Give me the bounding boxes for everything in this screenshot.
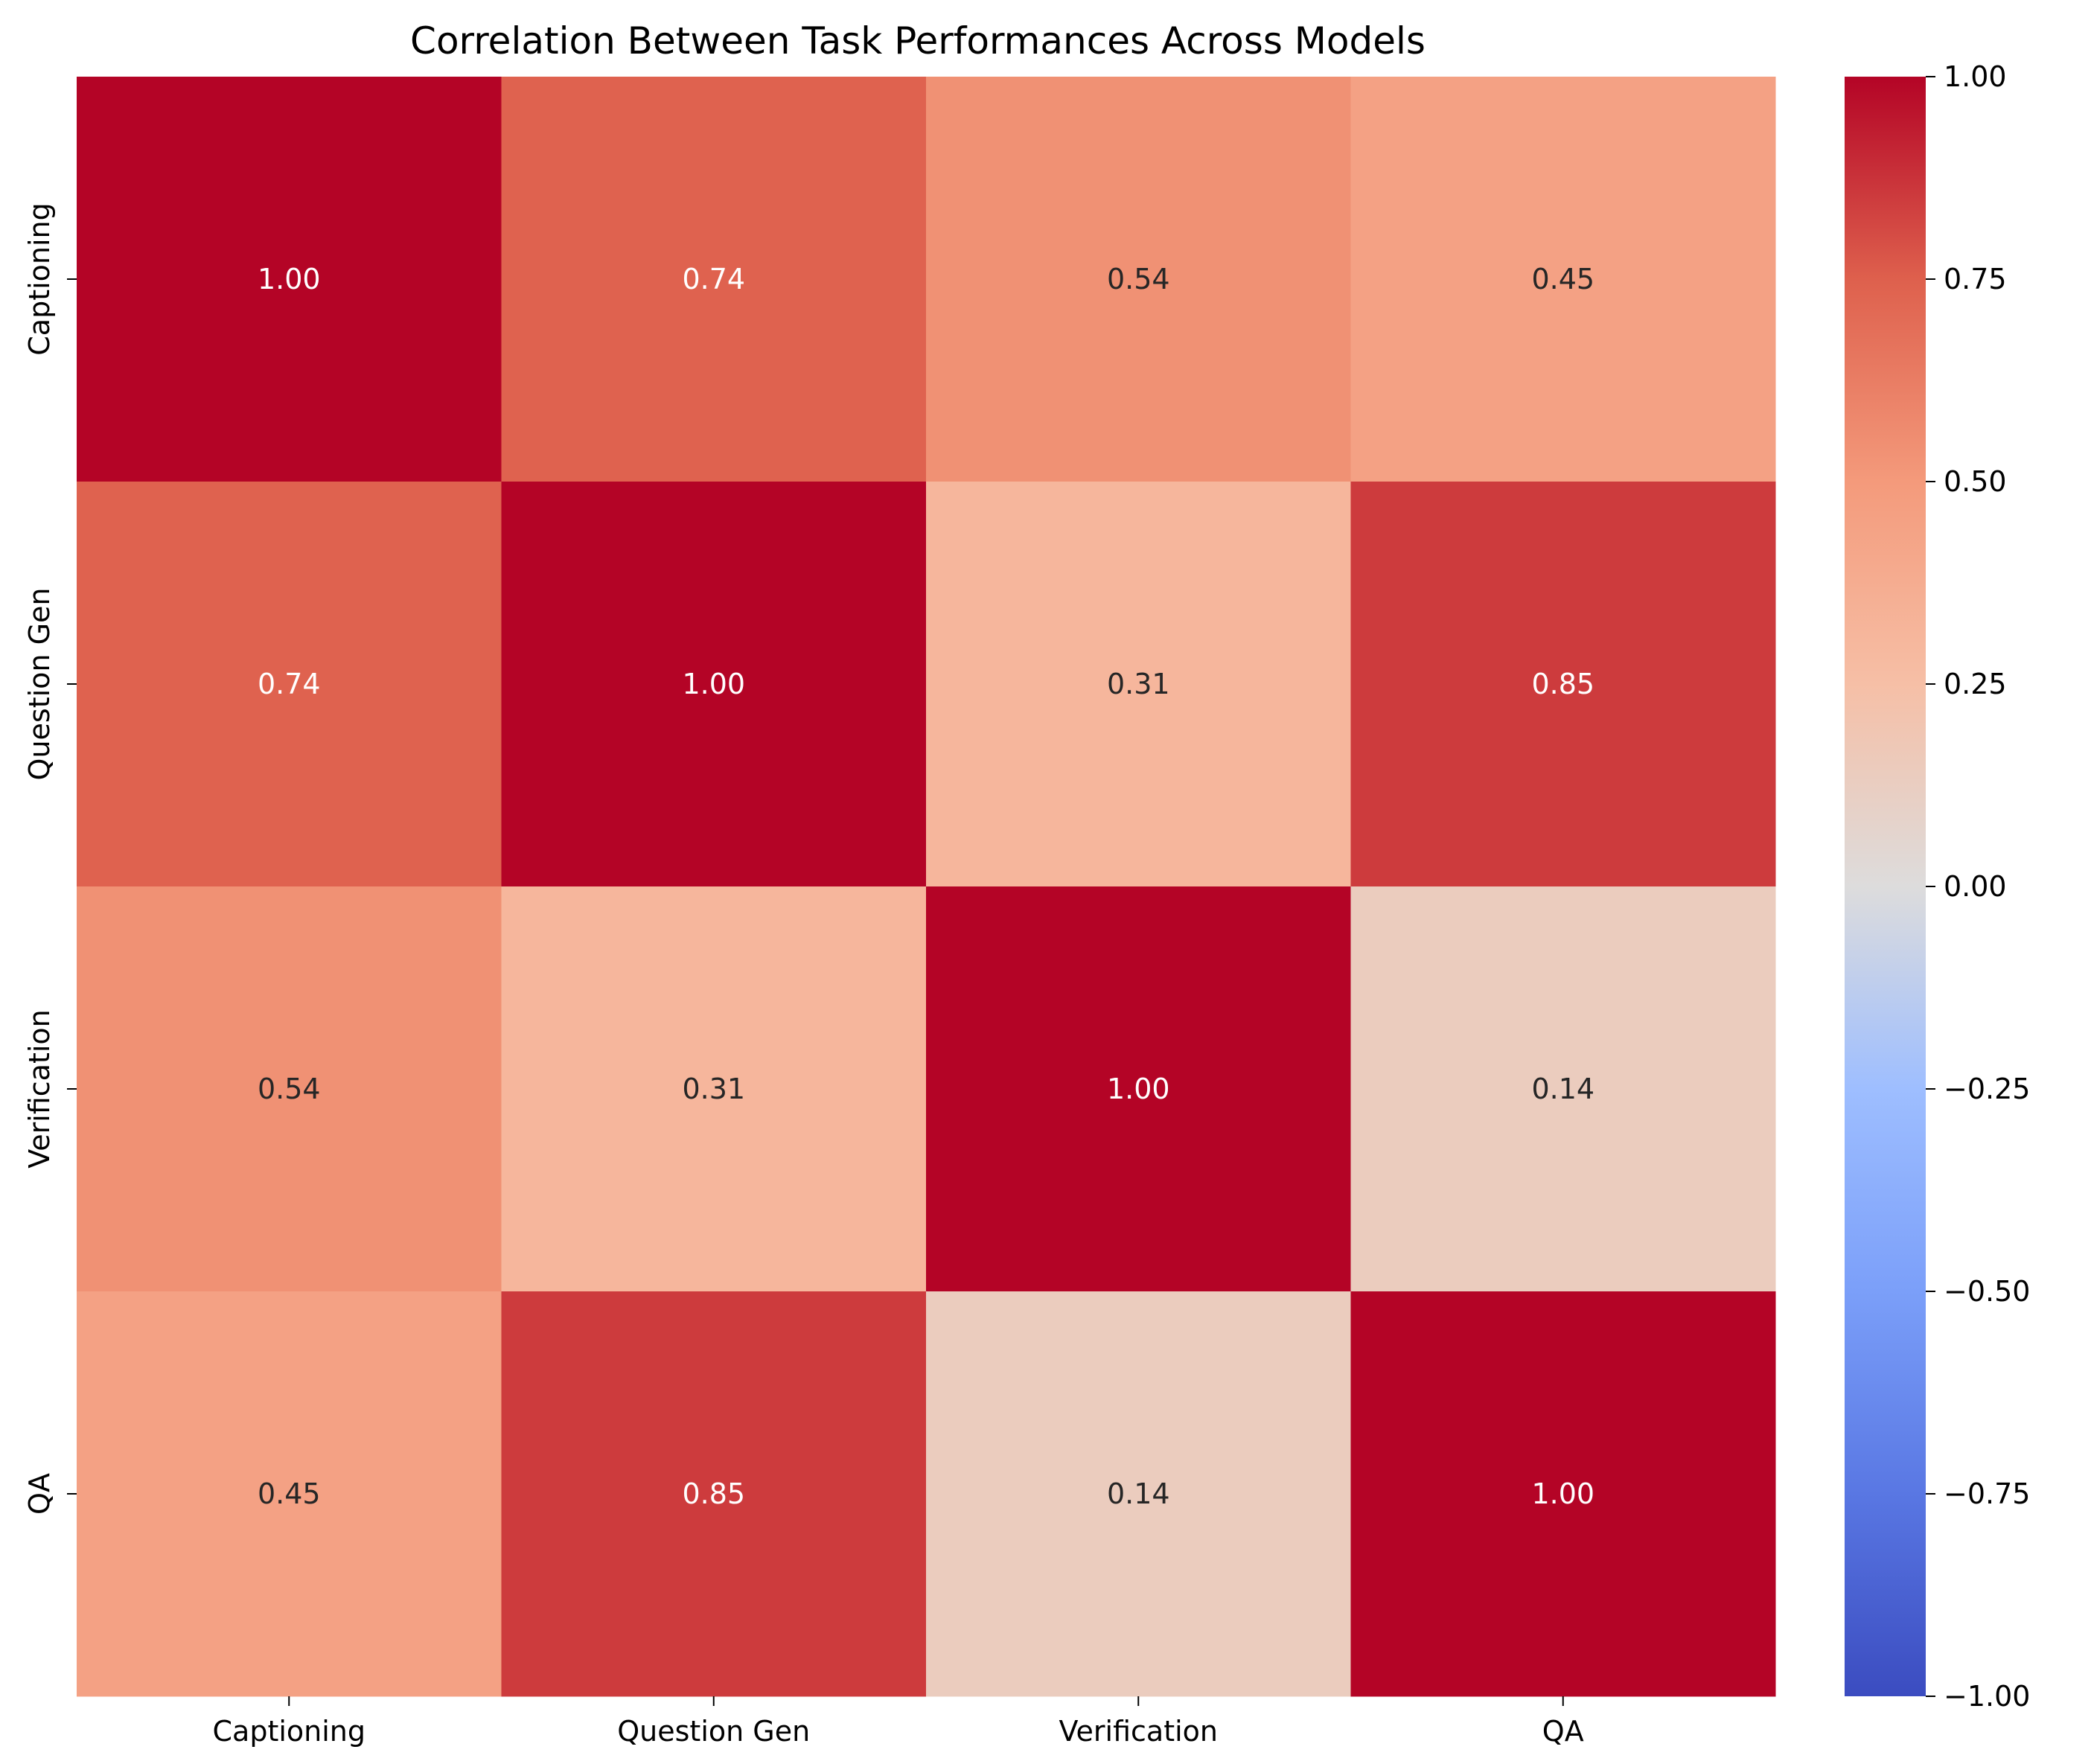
x-tick-label: QA (1542, 1715, 1584, 1748)
heatmap-cell-labels: 1.00 0.74 0.54 0.45 0.74 1.00 0.31 0.85 0.54 0.31… (258, 263, 1594, 1510)
colorbar-tick-label: 0.25 (1944, 668, 2007, 700)
x-tick-label: Question Gen (617, 1715, 810, 1748)
colorbar-tick-label: −0.75 (1944, 1477, 2030, 1510)
cell-value-label: 1.00 (1107, 1073, 1170, 1105)
colorbar-gradient (1845, 77, 1926, 1696)
cell-value-label: 0.14 (1531, 1073, 1594, 1105)
cell-value-label: 0.85 (682, 1477, 745, 1510)
x-axis: Captioning Question Gen Verification QA (213, 1696, 1584, 1748)
cell-value-label: 1.00 (1531, 1477, 1594, 1510)
chart-title: Correlation Between Task Performances Ac… (410, 19, 1426, 63)
heatmap-cell-r3-c2 (926, 1291, 1351, 1697)
heatmap-cell-r0-c3 (1350, 77, 1776, 482)
heatmap-cell-r3-c0 (77, 1291, 502, 1697)
colorbar-tick-label: 0.50 (1944, 465, 2007, 498)
y-tick-label: Question Gen (23, 588, 56, 781)
colorbar-tick-label: −0.50 (1944, 1275, 2030, 1308)
colorbar-tick-label: −1.00 (1944, 1680, 2030, 1713)
cell-value-label: 0.54 (258, 1073, 321, 1105)
colorbar-ticks: 1.00 0.75 0.50 0.25 0.00 −0.25 −0.50 −0.75 −1.00 (1926, 60, 2030, 1713)
colorbar-tick-label: −0.25 (1944, 1073, 2030, 1105)
heatmap-cell-r1-c0 (77, 482, 502, 887)
cell-value-label: 0.85 (1531, 668, 1594, 700)
x-tick-label: Verification (1059, 1715, 1218, 1748)
heatmap-cell-r3-c3 (1350, 1291, 1776, 1697)
colorbar-tick-label: 0.75 (1944, 263, 2007, 295)
heatmap-cell-r0-c2 (926, 77, 1351, 482)
cell-value-label: 0.74 (258, 668, 321, 700)
heatmap-cell-r1-c3 (1350, 482, 1776, 887)
heatmap-cells (77, 77, 1776, 1697)
heatmap-cell-r2-c2 (926, 886, 1351, 1292)
heatmap-cell-r1-c2 (926, 482, 1351, 887)
heatmap-cell-r0-c1 (501, 77, 927, 482)
y-axis: Captioning Question Gen Verification QA (23, 202, 77, 1515)
x-tick-label: Captioning (213, 1715, 366, 1748)
colorbar-tick-label: 1.00 (1944, 60, 2007, 93)
heatmap-cell-r0-c0 (77, 77, 502, 482)
heatmap-cell-r3-c1 (501, 1291, 927, 1697)
cell-value-label: 0.54 (1107, 263, 1170, 295)
cell-value-label: 1.00 (682, 668, 745, 700)
cell-value-label: 1.00 (258, 263, 321, 295)
y-tick-label: Verification (23, 1009, 56, 1169)
cell-value-label: 0.74 (682, 263, 745, 295)
cell-value-label: 0.31 (1107, 668, 1170, 700)
cell-value-label: 0.31 (682, 1073, 745, 1105)
cell-value-label: 0.14 (1107, 1477, 1170, 1510)
y-tick-label: Captioning (23, 202, 56, 356)
heatmap-cell-r2-c1 (501, 886, 927, 1292)
heatmap-cell-r2-c0 (77, 886, 502, 1292)
heatmap-cell-r2-c3 (1350, 886, 1776, 1292)
colorbar: 1.00 0.75 0.50 0.25 0.00 −0.25 −0.50 −0.75 −1.00 (1845, 60, 2030, 1713)
cell-value-label: 0.45 (1531, 263, 1594, 295)
heatmap-cell-r1-c1 (501, 482, 927, 887)
cell-value-label: 0.45 (258, 1477, 321, 1510)
colorbar-tick-label: 0.00 (1944, 870, 2007, 903)
y-tick-label: QA (23, 1473, 56, 1515)
